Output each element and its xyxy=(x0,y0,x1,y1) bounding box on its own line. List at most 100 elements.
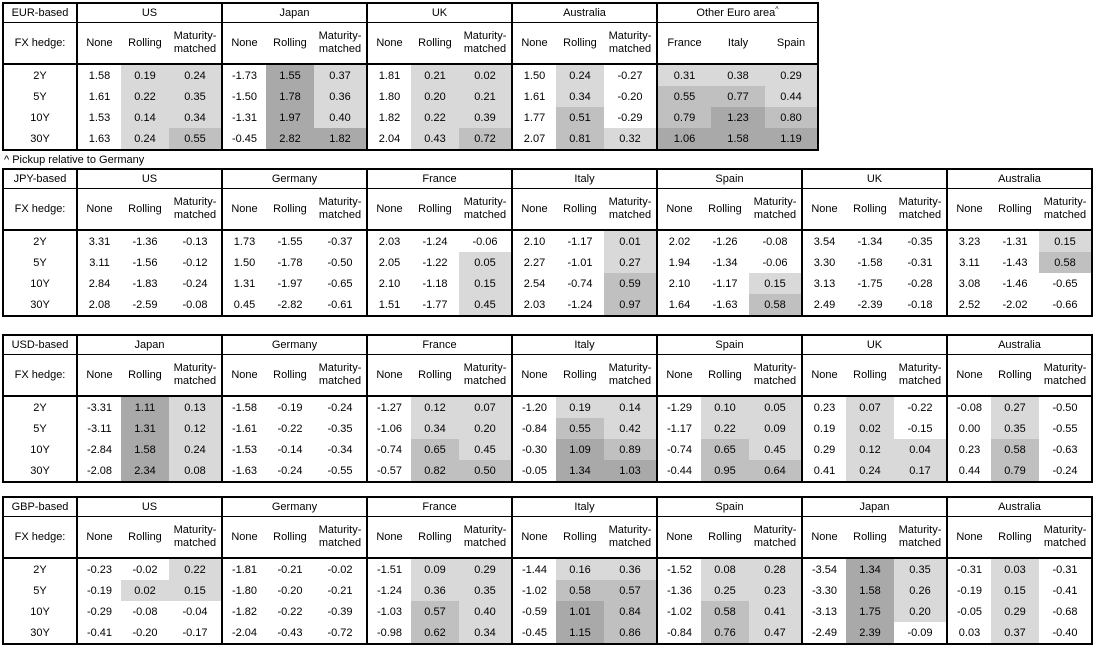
pickup-footnote: ^ Pickup relative to Germany xyxy=(4,154,145,166)
table-row-10y: 10Y 1.53 0.14 0.34 -1.31 1.97 0.40 1.82 0.22 0.39… xyxy=(3,107,818,128)
value-cell: -0.09 xyxy=(894,622,947,644)
value-cell: -1.75 xyxy=(846,273,894,294)
value-cell: 0.25 xyxy=(701,580,749,601)
table-row-5y: 5Y 3.11 -1.56 -0.12 1.50 -1.78 -0.50 2.05 -1.22 0… xyxy=(3,252,1092,273)
column-header: Rolling xyxy=(266,22,314,65)
value-cell: 0.79 xyxy=(991,460,1039,482)
maturity-label: 30Y xyxy=(30,626,50,639)
column-header: Maturity-matched xyxy=(169,516,222,559)
value-cell: 0.19 xyxy=(801,418,846,439)
value-cell: 2.82 xyxy=(266,128,314,150)
value-cell: 0.31 xyxy=(656,64,711,86)
value-cell: 0.44 xyxy=(765,86,818,107)
value-cell: 0.09 xyxy=(411,558,459,580)
value-cell: 0.14 xyxy=(604,396,657,418)
value-cell: -0.14 xyxy=(266,439,314,460)
value-cell: 0.37 xyxy=(314,64,367,86)
value-cell: -2.84 xyxy=(76,439,121,460)
value-cell: -0.40 xyxy=(1039,622,1092,644)
value-cell: -1.18 xyxy=(411,273,459,294)
value-cell: 0.15 xyxy=(459,273,512,294)
value-cell: -0.41 xyxy=(1039,580,1092,601)
footnote-marker: ^ xyxy=(775,6,779,14)
group-header-japan: Japan xyxy=(76,335,222,355)
value-cell: -0.18 xyxy=(894,294,947,316)
column-header: Rolling xyxy=(411,188,459,231)
group-header-germany: Germany xyxy=(221,497,367,517)
value-cell: 0.20 xyxy=(411,86,459,107)
value-cell: -1.36 xyxy=(656,580,701,601)
value-cell: 0.12 xyxy=(169,418,222,439)
value-cell: 0.17 xyxy=(894,460,947,482)
value-cell: 2.39 xyxy=(846,622,894,644)
value-cell: 0.59 xyxy=(604,273,657,294)
table-row-5y: 5Y -3.11 1.31 0.12 -1.61 -0.22 -0.35 -1.06 0.34 0… xyxy=(3,418,1092,439)
value-cell: 0.50 xyxy=(459,460,512,482)
column-header: None xyxy=(946,354,991,397)
column-header: Rolling xyxy=(411,516,459,559)
table-row-5y: 5Y -0.19 0.02 0.15 -1.80 -0.20 -0.21 -1.24 0.36 0… xyxy=(3,580,1092,601)
group-header-italy: Italy xyxy=(511,497,657,517)
value-cell: -0.45 xyxy=(511,622,556,644)
value-cell: -1.51 xyxy=(366,558,411,580)
value-cell: 0.58 xyxy=(991,439,1039,460)
gbp-based-table: GBP-based US Germany France Italy Spain Japan A… xyxy=(2,496,1093,645)
value-cell: 2.04 xyxy=(366,128,411,150)
value-cell: 0.47 xyxy=(749,622,802,644)
value-cell: 0.97 xyxy=(604,294,657,316)
value-cell: -1.24 xyxy=(411,230,459,252)
table-row-5y: 5Y 1.61 0.22 0.35 -1.50 1.78 0.36 1.80 0.20 0.21 1… xyxy=(3,86,818,107)
column-header: None xyxy=(221,354,266,397)
value-cell: 0.82 xyxy=(411,460,459,482)
value-cell: -0.15 xyxy=(894,418,947,439)
column-header: Maturity-matched xyxy=(314,188,367,231)
maturity-label: 5Y xyxy=(33,584,47,597)
value-cell: 1.63 xyxy=(76,128,121,150)
value-cell: -1.27 xyxy=(366,396,411,418)
value-cell: 2.52 xyxy=(946,294,991,316)
value-cell: 0.23 xyxy=(749,580,802,601)
group-header-france: France xyxy=(366,169,512,189)
column-header: Maturity-matched xyxy=(894,188,947,231)
value-cell: 0.09 xyxy=(749,418,802,439)
value-cell: 0.35 xyxy=(169,86,222,107)
column-header: Rolling xyxy=(556,516,604,559)
value-cell: 0.24 xyxy=(169,64,222,86)
value-cell: 0.37 xyxy=(991,622,1039,644)
value-cell: -0.35 xyxy=(894,230,947,252)
group-header-australia: Australia xyxy=(946,497,1092,517)
group-header-japan: Japan xyxy=(801,497,947,517)
value-cell: 2.10 xyxy=(511,230,556,252)
base-currency-label: GBP-based xyxy=(3,497,77,517)
value-cell: 0.35 xyxy=(991,418,1039,439)
column-header: None xyxy=(511,22,556,65)
group-header-france: France xyxy=(366,497,512,517)
group-header-other-euro-area: Other Euro area^ xyxy=(656,3,818,23)
value-cell: -0.13 xyxy=(169,230,222,252)
value-cell: -1.55 xyxy=(266,230,314,252)
column-header: Rolling xyxy=(121,516,169,559)
group-header-us: US xyxy=(76,3,222,23)
value-cell: 0.57 xyxy=(604,580,657,601)
value-cell: -1.02 xyxy=(656,601,701,622)
value-cell: -0.45 xyxy=(221,128,266,150)
value-cell: -1.17 xyxy=(701,273,749,294)
table-row-30y: 30Y 2.08 -2.59 -0.08 0.45 -2.82 -0.61 1.51 -1.77… xyxy=(3,294,1092,316)
value-cell: 1.09 xyxy=(556,439,604,460)
value-cell: -0.06 xyxy=(459,230,512,252)
value-cell: 3.30 xyxy=(801,252,846,273)
value-cell: -1.26 xyxy=(701,230,749,252)
column-header: None xyxy=(946,516,991,559)
value-cell: -0.50 xyxy=(1039,396,1092,418)
value-cell: 1.80 xyxy=(366,86,411,107)
value-cell: 0.55 xyxy=(656,86,711,107)
value-cell: 3.13 xyxy=(801,273,846,294)
value-cell: -0.19 xyxy=(76,580,121,601)
value-cell: 0.03 xyxy=(946,622,991,644)
value-cell: -0.21 xyxy=(314,580,367,601)
value-cell: 0.21 xyxy=(459,86,512,107)
value-cell: -0.24 xyxy=(314,396,367,418)
value-cell: 1.75 xyxy=(846,601,894,622)
column-header: None xyxy=(946,188,991,231)
value-cell: -1.80 xyxy=(221,580,266,601)
